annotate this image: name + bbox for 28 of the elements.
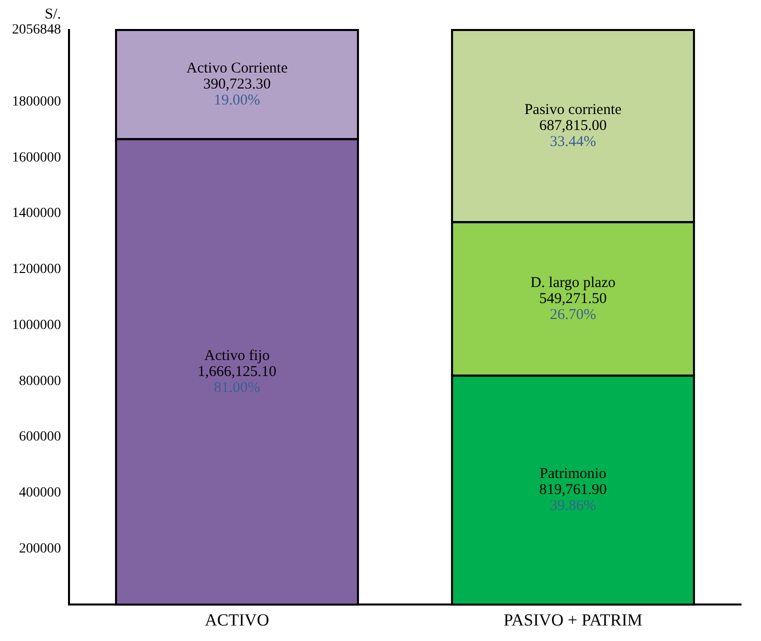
y-tick-label: 1600000: [12, 150, 61, 166]
y-tick-label: 1200000: [12, 262, 61, 278]
data-label: 687,815.00: [539, 118, 607, 134]
annotation: 26.70%: [550, 306, 596, 323]
y-tick-label: 1000000: [12, 318, 61, 333]
annotation: 19.00%: [214, 92, 260, 109]
y-axis-title: S/.: [44, 6, 61, 22]
series-label: Activo Corriente: [186, 60, 288, 77]
x-tick-label: ACTIVO: [204, 610, 270, 630]
data-label: 549,271.50: [539, 290, 607, 307]
series-label: Activo fijo: [204, 348, 270, 364]
data-label: 819,761.90: [539, 482, 607, 498]
annotation: 81.00%: [214, 380, 260, 396]
y-tick-label: 800000: [19, 374, 61, 389]
series-label: Pasivo corriente: [524, 102, 622, 118]
annotation: 33.44%: [550, 134, 596, 150]
y-tick-label: 2056848: [12, 22, 61, 38]
y-tick-label: 400000: [19, 486, 61, 501]
series-label: D. largo plazo: [530, 274, 616, 291]
annotation: 39.86%: [550, 498, 596, 514]
data-label: 1,666,125.10: [198, 364, 276, 380]
data-label: 390,723.30: [203, 76, 271, 93]
y-tick-label: 1800000: [12, 94, 61, 110]
y-tick-label: 200000: [19, 541, 61, 556]
series-label: Patrimonio: [540, 466, 606, 482]
y-tick-label: 1400000: [12, 206, 61, 222]
x-tick-label: PASIVO + PATRIM: [504, 610, 642, 630]
y-tick-label: 600000: [19, 430, 61, 445]
